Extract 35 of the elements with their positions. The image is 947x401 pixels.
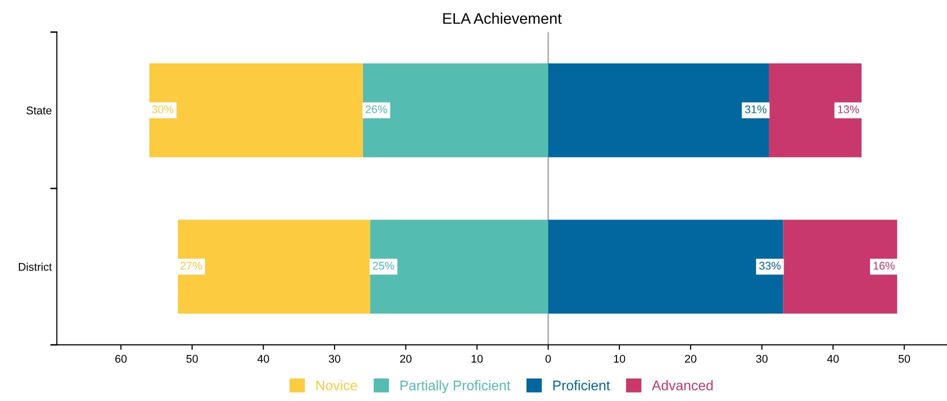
bar: [768, 63, 862, 158]
bar: [178, 220, 370, 314]
chart-title: ELA Achievement: [443, 12, 562, 24]
bar: [370, 220, 548, 314]
y-tick-label: District: [18, 262, 52, 271]
data-label: 33%: [759, 262, 781, 270]
x-tick-label: 20: [400, 354, 412, 363]
legend-label: Advanced: [652, 380, 713, 390]
y-tick-label: State: [26, 106, 52, 114]
data-label: 30%: [152, 105, 174, 114]
x-tick-label: 10: [472, 354, 483, 363]
bar: [363, 63, 548, 158]
data-label: 31%: [745, 105, 766, 114]
bar: [548, 63, 769, 158]
data-label: 25%: [372, 262, 394, 270]
bar: [548, 220, 784, 314]
bar: [783, 220, 898, 314]
x-tick-label: 60: [115, 354, 127, 363]
x-tick-label: 30: [756, 354, 768, 363]
data-label: 27%: [180, 262, 202, 270]
x-tick-label: 50: [898, 354, 910, 363]
x-tick-label: 40: [827, 354, 839, 363]
data-label: 16%: [874, 262, 895, 270]
legend-label: Novice: [316, 380, 358, 390]
x-tick-label: 10: [614, 354, 626, 363]
data-label: 26%: [366, 105, 388, 114]
x-tick-label: 20: [685, 354, 696, 363]
data-label: 13%: [838, 105, 860, 114]
legend-label: Partially Proficient: [400, 380, 510, 394]
x-tick-label: 0: [546, 354, 551, 363]
x-tick-label: 30: [328, 354, 340, 363]
legend-label: Proficient: [553, 380, 610, 390]
x-tick-label: 40: [257, 354, 270, 363]
bar: [149, 63, 364, 158]
x-tick-label: 50: [186, 354, 198, 363]
